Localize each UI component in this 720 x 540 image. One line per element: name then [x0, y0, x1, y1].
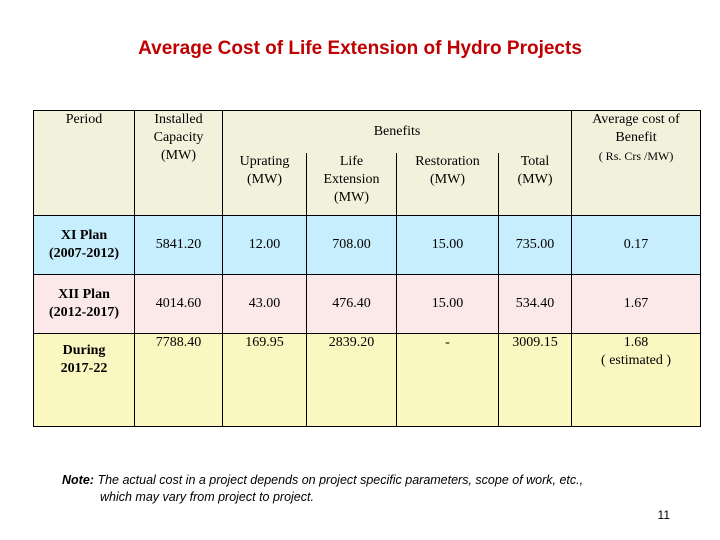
- table-row: XI Plan (2007-2012) 5841.20 12.00 708.00…: [33, 215, 702, 275]
- restoration-cell: -: [396, 333, 499, 427]
- installed-cell: 4014.60: [134, 274, 223, 334]
- header-total: Total (MW): [497, 153, 573, 216]
- total-cell: 735.00: [497, 215, 573, 275]
- life-extension-cell: 2839.20: [306, 333, 397, 427]
- page-number: 11: [657, 508, 670, 522]
- uprating-cell: 169.95: [222, 333, 307, 427]
- period-cell: XI Plan (2007-2012): [33, 215, 135, 275]
- total-cell: 534.40: [497, 274, 573, 334]
- avg-cost-cell: 1.68 ( estimated ): [571, 333, 702, 427]
- header-uprating: Uprating (MW): [222, 153, 307, 216]
- uprating-cell: 12.00: [222, 215, 307, 275]
- header-benefits: Benefits: [221, 110, 573, 153]
- avg-cost-cell: 0.17: [571, 215, 702, 275]
- slide-title: Average Cost of Life Extension of Hydro …: [138, 38, 582, 59]
- uprating-cell: 43.00: [222, 274, 307, 334]
- header-life-extension: Life Extension (MW): [306, 153, 397, 216]
- life-extension-cell: 476.40: [306, 274, 397, 334]
- restoration-cell: 15.00: [396, 215, 499, 275]
- cost-table: Period Installed Capacity (MW) Benefits …: [33, 110, 702, 427]
- footnote-label: Note:: [62, 473, 94, 487]
- installed-cell: 7788.40: [134, 333, 223, 427]
- life-extension-cell: 708.00: [306, 215, 397, 275]
- header-row: Period Installed Capacity (MW) Benefits …: [33, 110, 702, 216]
- header-restoration: Restoration (MW): [396, 153, 499, 216]
- footnote-line-1: The actual cost in a project depends on …: [97, 473, 584, 487]
- subheader-row: Uprating (MW) Life Extension (MW) Restor…: [34, 153, 701, 216]
- header-installed-capacity: Installed Capacity (MW): [134, 110, 223, 216]
- total-cell: 3009.15: [497, 333, 573, 427]
- header-average-cost: Average cost of Benefit ( Rs. Crs /MW): [571, 110, 702, 216]
- installed-cell: 5841.20: [134, 215, 223, 275]
- footnote-line-2: which may vary from project to project.: [100, 490, 314, 504]
- footnote: Note: The actual cost in a project depen…: [62, 472, 672, 506]
- avg-cost-cell: 1.67: [571, 274, 702, 334]
- period-cell: XII Plan (2012-2017): [33, 274, 135, 334]
- header-period: Period: [33, 110, 135, 216]
- table-row: During 2017-22 7788.40 169.95 2839.20 - …: [33, 333, 702, 427]
- table-row: XII Plan (2012-2017) 4014.60 43.00 476.4…: [33, 274, 702, 334]
- period-cell: During 2017-22: [33, 333, 135, 427]
- restoration-cell: 15.00: [396, 274, 499, 334]
